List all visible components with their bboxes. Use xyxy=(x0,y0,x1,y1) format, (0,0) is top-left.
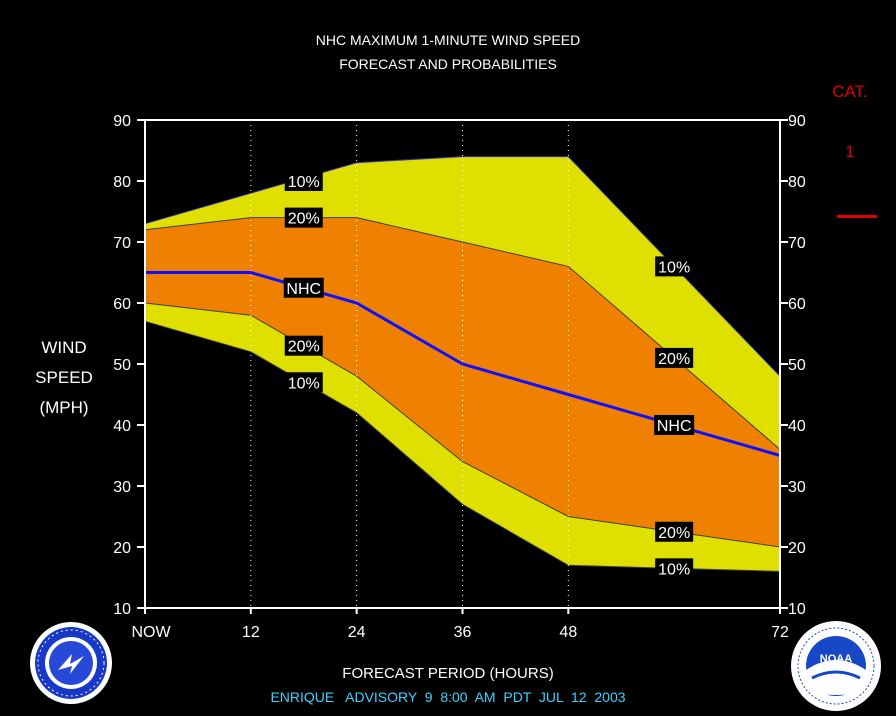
category-title: CAT. xyxy=(832,82,868,101)
noaa-logo: NOAA xyxy=(791,621,881,711)
y-axis-label-line1: WIND xyxy=(41,338,87,357)
y-tick-label-left: 70 xyxy=(113,235,131,252)
x-tick-label: 24 xyxy=(348,624,366,641)
line-label: 10% xyxy=(658,259,690,276)
noaa-logo-text: NOAA xyxy=(820,653,852,665)
line-label-box xyxy=(284,207,323,228)
series-line-10-lower xyxy=(144,320,781,572)
line-label-box xyxy=(654,415,695,435)
y-tick-label-left: 60 xyxy=(113,296,131,313)
y-tick-label-left: 80 xyxy=(113,174,131,191)
series-line-10-upper xyxy=(144,156,781,377)
line-label-box xyxy=(283,277,324,298)
line-label: 20% xyxy=(288,339,320,356)
y-axis-label-line3: (MPH) xyxy=(39,398,89,417)
x-tick-label: 12 xyxy=(242,624,260,641)
y-tick-label-right: 90 xyxy=(788,113,806,130)
y-tick-label-left: 10 xyxy=(113,601,131,618)
series-line-20-upper xyxy=(144,217,781,450)
line-label: NHC xyxy=(657,418,692,435)
line-label-box xyxy=(284,171,323,191)
y-tick-label-right: 10 xyxy=(788,601,806,618)
chart-title-line2: FORECAST AND PROBABILITIES xyxy=(339,56,557,72)
line-label: 10% xyxy=(658,561,690,578)
x-tick-label: NOW xyxy=(131,624,171,641)
line-label: 10% xyxy=(288,174,320,191)
category-line xyxy=(837,215,877,218)
y-tick-label-right: 80 xyxy=(788,174,806,191)
category-value: 1 xyxy=(845,142,855,161)
line-label: 20% xyxy=(658,351,690,368)
y-tick-label-right: 20 xyxy=(788,540,806,557)
y-tick-label-right: 50 xyxy=(788,357,806,374)
y-axis-label-line2: SPEED xyxy=(35,368,93,387)
plot-area: 10 10 20 20 30 30 40 40 50 50 60 60 70 70 80 80 90 90 NOW 1… xyxy=(113,113,806,641)
line-label-box xyxy=(655,558,694,579)
y-tick-label-right: 30 xyxy=(788,479,806,496)
series-line-nhc xyxy=(145,271,781,457)
line-label-box xyxy=(655,256,694,277)
line-label: 20% xyxy=(658,525,690,542)
x-tick-label: 72 xyxy=(771,624,789,641)
chart-title-line1: NHC MAXIMUM 1-MINUTE WIND SPEED xyxy=(315,32,581,48)
nws-logo xyxy=(30,622,112,704)
series-line-20-lower xyxy=(144,302,781,548)
line-label: NHC xyxy=(286,281,321,298)
y-tick-label-right: 40 xyxy=(788,418,806,435)
advisory-line: ENRIQUE ADVISORY 9 8:00 AM PDT JUL 12 20… xyxy=(270,689,626,705)
x-tick-label: 48 xyxy=(559,624,577,641)
y-tick-label-right: 70 xyxy=(788,235,806,252)
band-20-percent xyxy=(145,217,780,547)
x-axis-label: FORECAST PERIOD (HOURS) xyxy=(342,665,554,682)
line-label: 20% xyxy=(288,211,320,228)
line-label-box xyxy=(284,335,323,356)
y-tick-label-left: 20 xyxy=(113,540,131,557)
line-label-box xyxy=(655,521,694,542)
line-label-box xyxy=(655,347,694,368)
x-tick-label: 36 xyxy=(454,624,472,641)
y-tick-label-left: 30 xyxy=(113,479,131,496)
line-label-box xyxy=(284,372,323,393)
line-label: 10% xyxy=(288,375,320,392)
y-tick-label-left: 50 xyxy=(113,357,131,374)
y-tick-label-left: 90 xyxy=(113,113,131,130)
y-tick-label-left: 40 xyxy=(113,418,131,435)
y-tick-label-right: 60 xyxy=(788,296,806,313)
